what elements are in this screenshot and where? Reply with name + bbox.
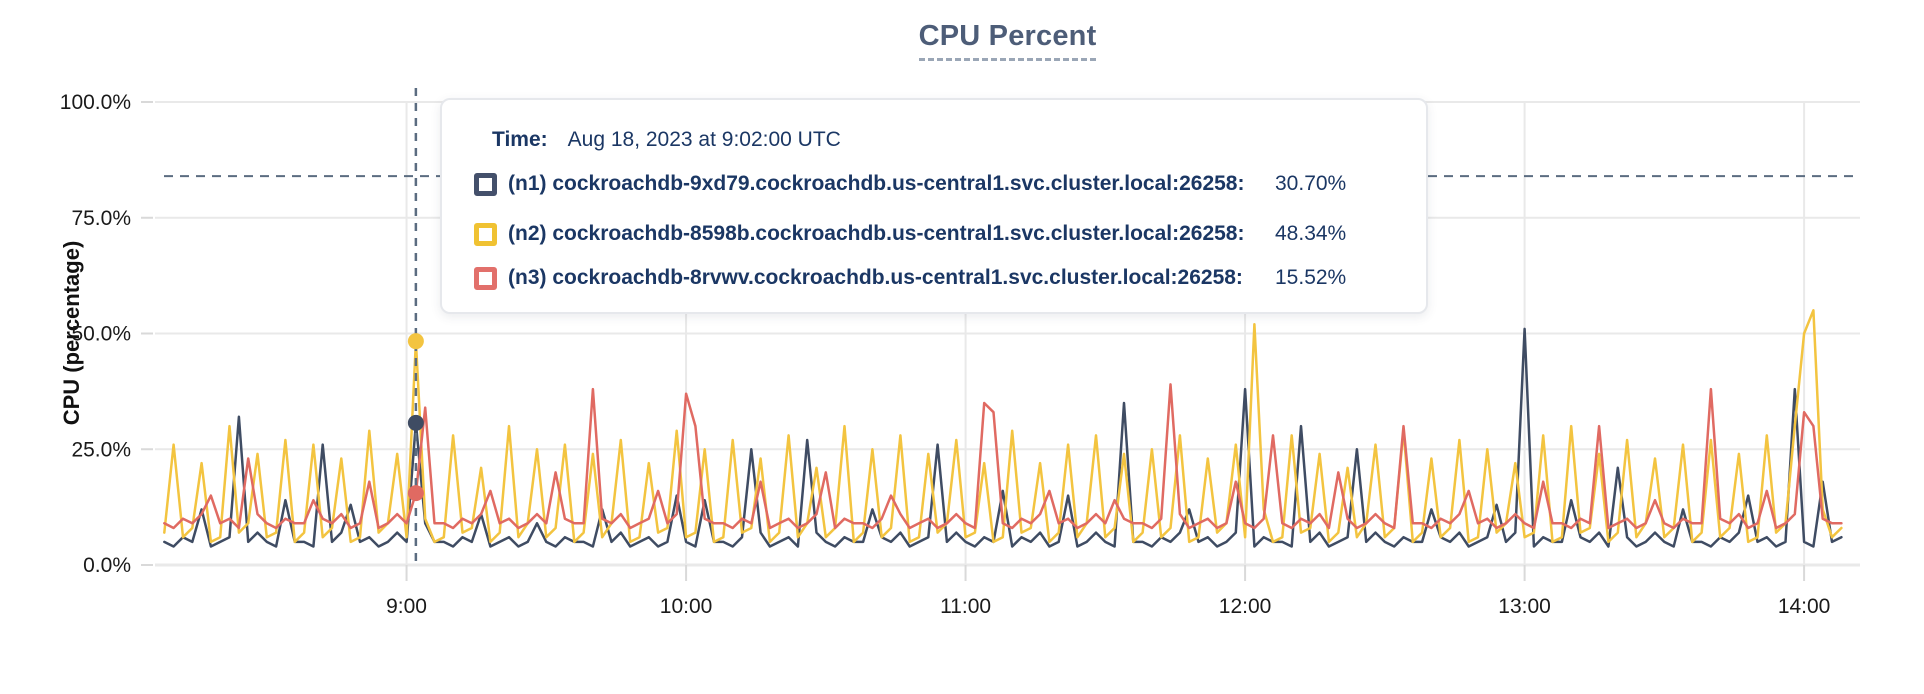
series-swatch-n3	[474, 266, 497, 290]
hover-dot-n1	[407, 414, 424, 431]
x-tick-label-14:00: 14:00	[1778, 595, 1831, 618]
x-tick-label-12:00: 12:00	[1219, 595, 1272, 618]
y-tick-label-50: 50.0%	[71, 323, 131, 346]
chart-title-wrap: CPU Percent	[155, 20, 1860, 61]
series-label-n3: (n3) cockroachdb-8rvwv.cockroachdb.us-ce…	[508, 266, 1243, 289]
series-label-n1: (n1) cockroachdb-9xd79.cockroachdb.us-ce…	[508, 172, 1245, 195]
series-value-n2: 48.34%	[1275, 222, 1347, 245]
hover-dot-n3	[407, 485, 424, 502]
series-value-n1: 30.70%	[1275, 172, 1347, 195]
x-tick-label-10:00: 10:00	[660, 595, 713, 618]
x-tick-label-13:00: 13:00	[1498, 595, 1551, 618]
series-line-n3	[163, 383, 1843, 530]
series-line-n1	[163, 327, 1843, 548]
series-swatch-n1	[474, 172, 497, 196]
tooltip-series-row-n3: (n3) cockroachdb-8rvwv.cockroachdb.us-ce…	[442, 265, 1346, 291]
tooltip-time-value: Aug 18, 2023 at 9:02:00 UTC	[567, 128, 841, 151]
series-swatch-n2	[474, 222, 497, 246]
series-line-n2	[163, 309, 1843, 544]
y-tick-label-75: 75.0%	[71, 207, 131, 230]
tooltip-series-row-n1: (n1) cockroachdb-9xd79.cockroachdb.us-ce…	[442, 171, 1346, 197]
tooltip-time-label: Time:	[492, 128, 548, 151]
hover-dot-n2	[407, 333, 424, 350]
y-tick-label-25: 25.0%	[71, 438, 131, 461]
x-tick-label-9:00: 9:00	[386, 595, 427, 618]
series-value-n3: 15.52%	[1275, 266, 1347, 289]
y-tick-label-0: 0.0%	[83, 554, 131, 577]
x-tick-label-11:00: 11:00	[940, 595, 991, 618]
hover-tooltip: Time: Aug 18, 2023 at 9:02:00 UTC (n1) c…	[440, 98, 1428, 314]
series-label-n2: (n2) cockroachdb-8598b.cockroachdb.us-ce…	[508, 222, 1245, 245]
chart-title[interactable]: CPU Percent	[918, 20, 1097, 61]
tooltip-series-row-n2: (n2) cockroachdb-8598b.cockroachdb.us-ce…	[442, 221, 1346, 247]
y-tick-label-100: 100.0%	[60, 91, 131, 114]
tooltip-time-row: Time: Aug 18, 2023 at 9:02:00 UTC	[442, 127, 841, 153]
